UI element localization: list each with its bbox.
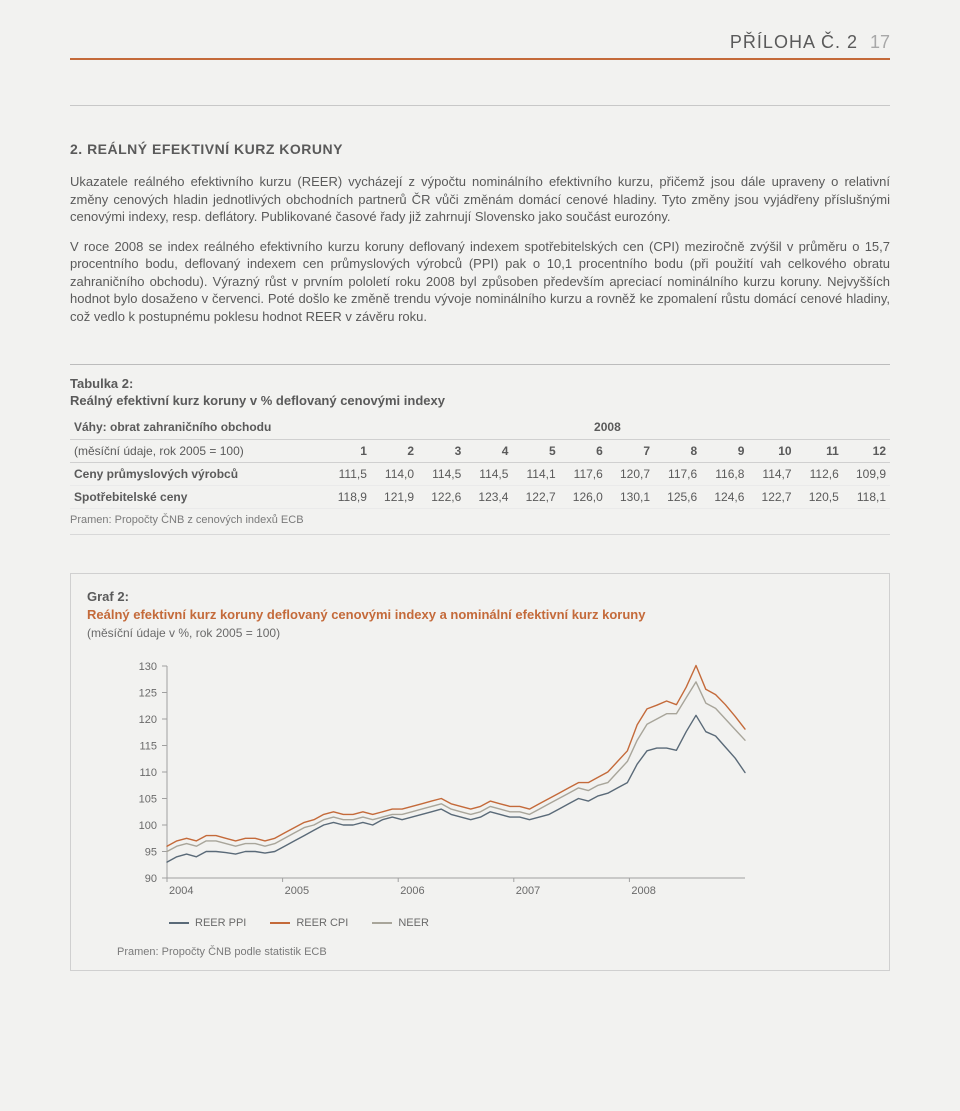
chart-legend: REER PPI REER CPI NEER: [169, 916, 873, 931]
cell: 125,6: [654, 486, 701, 509]
svg-text:125: 125: [139, 687, 157, 699]
chart-note: (měsíční údaje v %, rok 2005 = 100): [87, 625, 873, 641]
table-year: 2008: [325, 416, 890, 440]
header-page-number: 17: [870, 30, 890, 54]
cell: 116,8: [701, 463, 748, 486]
month-col: 10: [748, 439, 795, 462]
cell: 109,9: [843, 463, 890, 486]
legend-swatch: [372, 922, 392, 924]
legend-item: REER PPI: [169, 916, 246, 931]
table-row: Ceny průmyslových výrobců111,5114,0114,5…: [70, 463, 890, 486]
month-col: 3: [418, 439, 465, 462]
table-source: Pramen: Propočty ČNB z cenových indexů E…: [70, 513, 890, 528]
svg-text:2004: 2004: [169, 885, 193, 897]
chart-2: Graf 2: Reálný efektivní kurz koruny def…: [70, 573, 890, 971]
header-divider: [70, 58, 890, 60]
cell: 120,7: [607, 463, 654, 486]
svg-text:120: 120: [139, 714, 157, 726]
cell: 130,1: [607, 486, 654, 509]
cell: 123,4: [465, 486, 512, 509]
header-title: PŘÍLOHA Č. 2: [730, 30, 858, 54]
section-heading: 2. REÁLNÝ EFEKTIVNÍ KURZ KORUNY: [70, 140, 890, 159]
cell: 117,6: [654, 463, 701, 486]
svg-text:2007: 2007: [516, 885, 540, 897]
month-col: 1: [325, 439, 371, 462]
legend-item: REER CPI: [270, 916, 348, 931]
table-2: Tabulka 2: Reálný efektivní kurz koruny …: [70, 364, 890, 536]
month-col: 2: [371, 439, 418, 462]
weights-label: Váhy: obrat zahraničního obchodu: [70, 416, 325, 440]
data-table: Váhy: obrat zahraničního obchodu 2008 (m…: [70, 416, 890, 510]
cell: 114,0: [371, 463, 418, 486]
chart-source: Pramen: Propočty ČNB podle statistik ECB: [117, 945, 873, 960]
svg-text:115: 115: [139, 740, 157, 752]
cell: 111,5: [325, 463, 371, 486]
month-col: 4: [465, 439, 512, 462]
chart-subtitle: Reálný efektivní kurz koruny deflovaný c…: [87, 606, 873, 624]
cell: 112,6: [796, 463, 843, 486]
svg-text:2005: 2005: [285, 885, 309, 897]
chart-title: Graf 2:: [87, 588, 873, 606]
cell: 121,9: [371, 486, 418, 509]
cell: 124,6: [701, 486, 748, 509]
svg-text:2008: 2008: [631, 885, 655, 897]
cell: 122,7: [748, 486, 795, 509]
cell: 114,7: [748, 463, 795, 486]
month-col: 7: [607, 439, 654, 462]
paragraph-1: Ukazatele reálného efektivního kurzu (RE…: [70, 173, 890, 226]
paragraph-2: V roce 2008 se index reálného efektivníh…: [70, 238, 890, 326]
month-col: 6: [560, 439, 607, 462]
legend-item: NEER: [372, 916, 429, 931]
cell: 114,5: [465, 463, 512, 486]
svg-text:110: 110: [139, 767, 157, 779]
svg-text:95: 95: [145, 846, 157, 858]
row-label: Spotřebitelské ceny: [70, 486, 325, 509]
table-row: Spotřebitelské ceny118,9121,9122,6123,41…: [70, 486, 890, 509]
legend-swatch: [169, 922, 189, 924]
svg-text:90: 90: [145, 873, 157, 885]
month-col: 9: [701, 439, 748, 462]
svg-text:105: 105: [139, 793, 157, 805]
line-chart: 90 95 100 105 110 115 120 125 130 2004 2005 2006 200…: [117, 656, 757, 906]
cell: 118,1: [843, 486, 890, 509]
legend-swatch: [270, 922, 290, 924]
cell: 114,5: [418, 463, 465, 486]
cell: 122,7: [512, 486, 559, 509]
cell: 117,6: [560, 463, 607, 486]
svg-text:2006: 2006: [400, 885, 424, 897]
row-label: Ceny průmyslových výrobců: [70, 463, 325, 486]
month-col: 8: [654, 439, 701, 462]
body-text: Ukazatele reálného efektivního kurzu (RE…: [70, 173, 890, 325]
cell: 122,6: [418, 486, 465, 509]
cell: 120,5: [796, 486, 843, 509]
table-title: Tabulka 2:: [70, 375, 890, 393]
month-col: 5: [512, 439, 559, 462]
page-header: PŘÍLOHA Č. 2 17: [70, 30, 890, 54]
month-col: 12: [843, 439, 890, 462]
table-subtitle: Reálný efektivní kurz koruny v % deflova…: [70, 392, 890, 410]
cell: 118,9: [325, 486, 371, 509]
cell: 126,0: [560, 486, 607, 509]
basis-label: (měsíční údaje, rok 2005 = 100): [70, 439, 325, 462]
svg-text:130: 130: [139, 661, 157, 673]
cell: 114,1: [512, 463, 559, 486]
month-col: 11: [796, 439, 843, 462]
svg-text:100: 100: [139, 820, 157, 832]
